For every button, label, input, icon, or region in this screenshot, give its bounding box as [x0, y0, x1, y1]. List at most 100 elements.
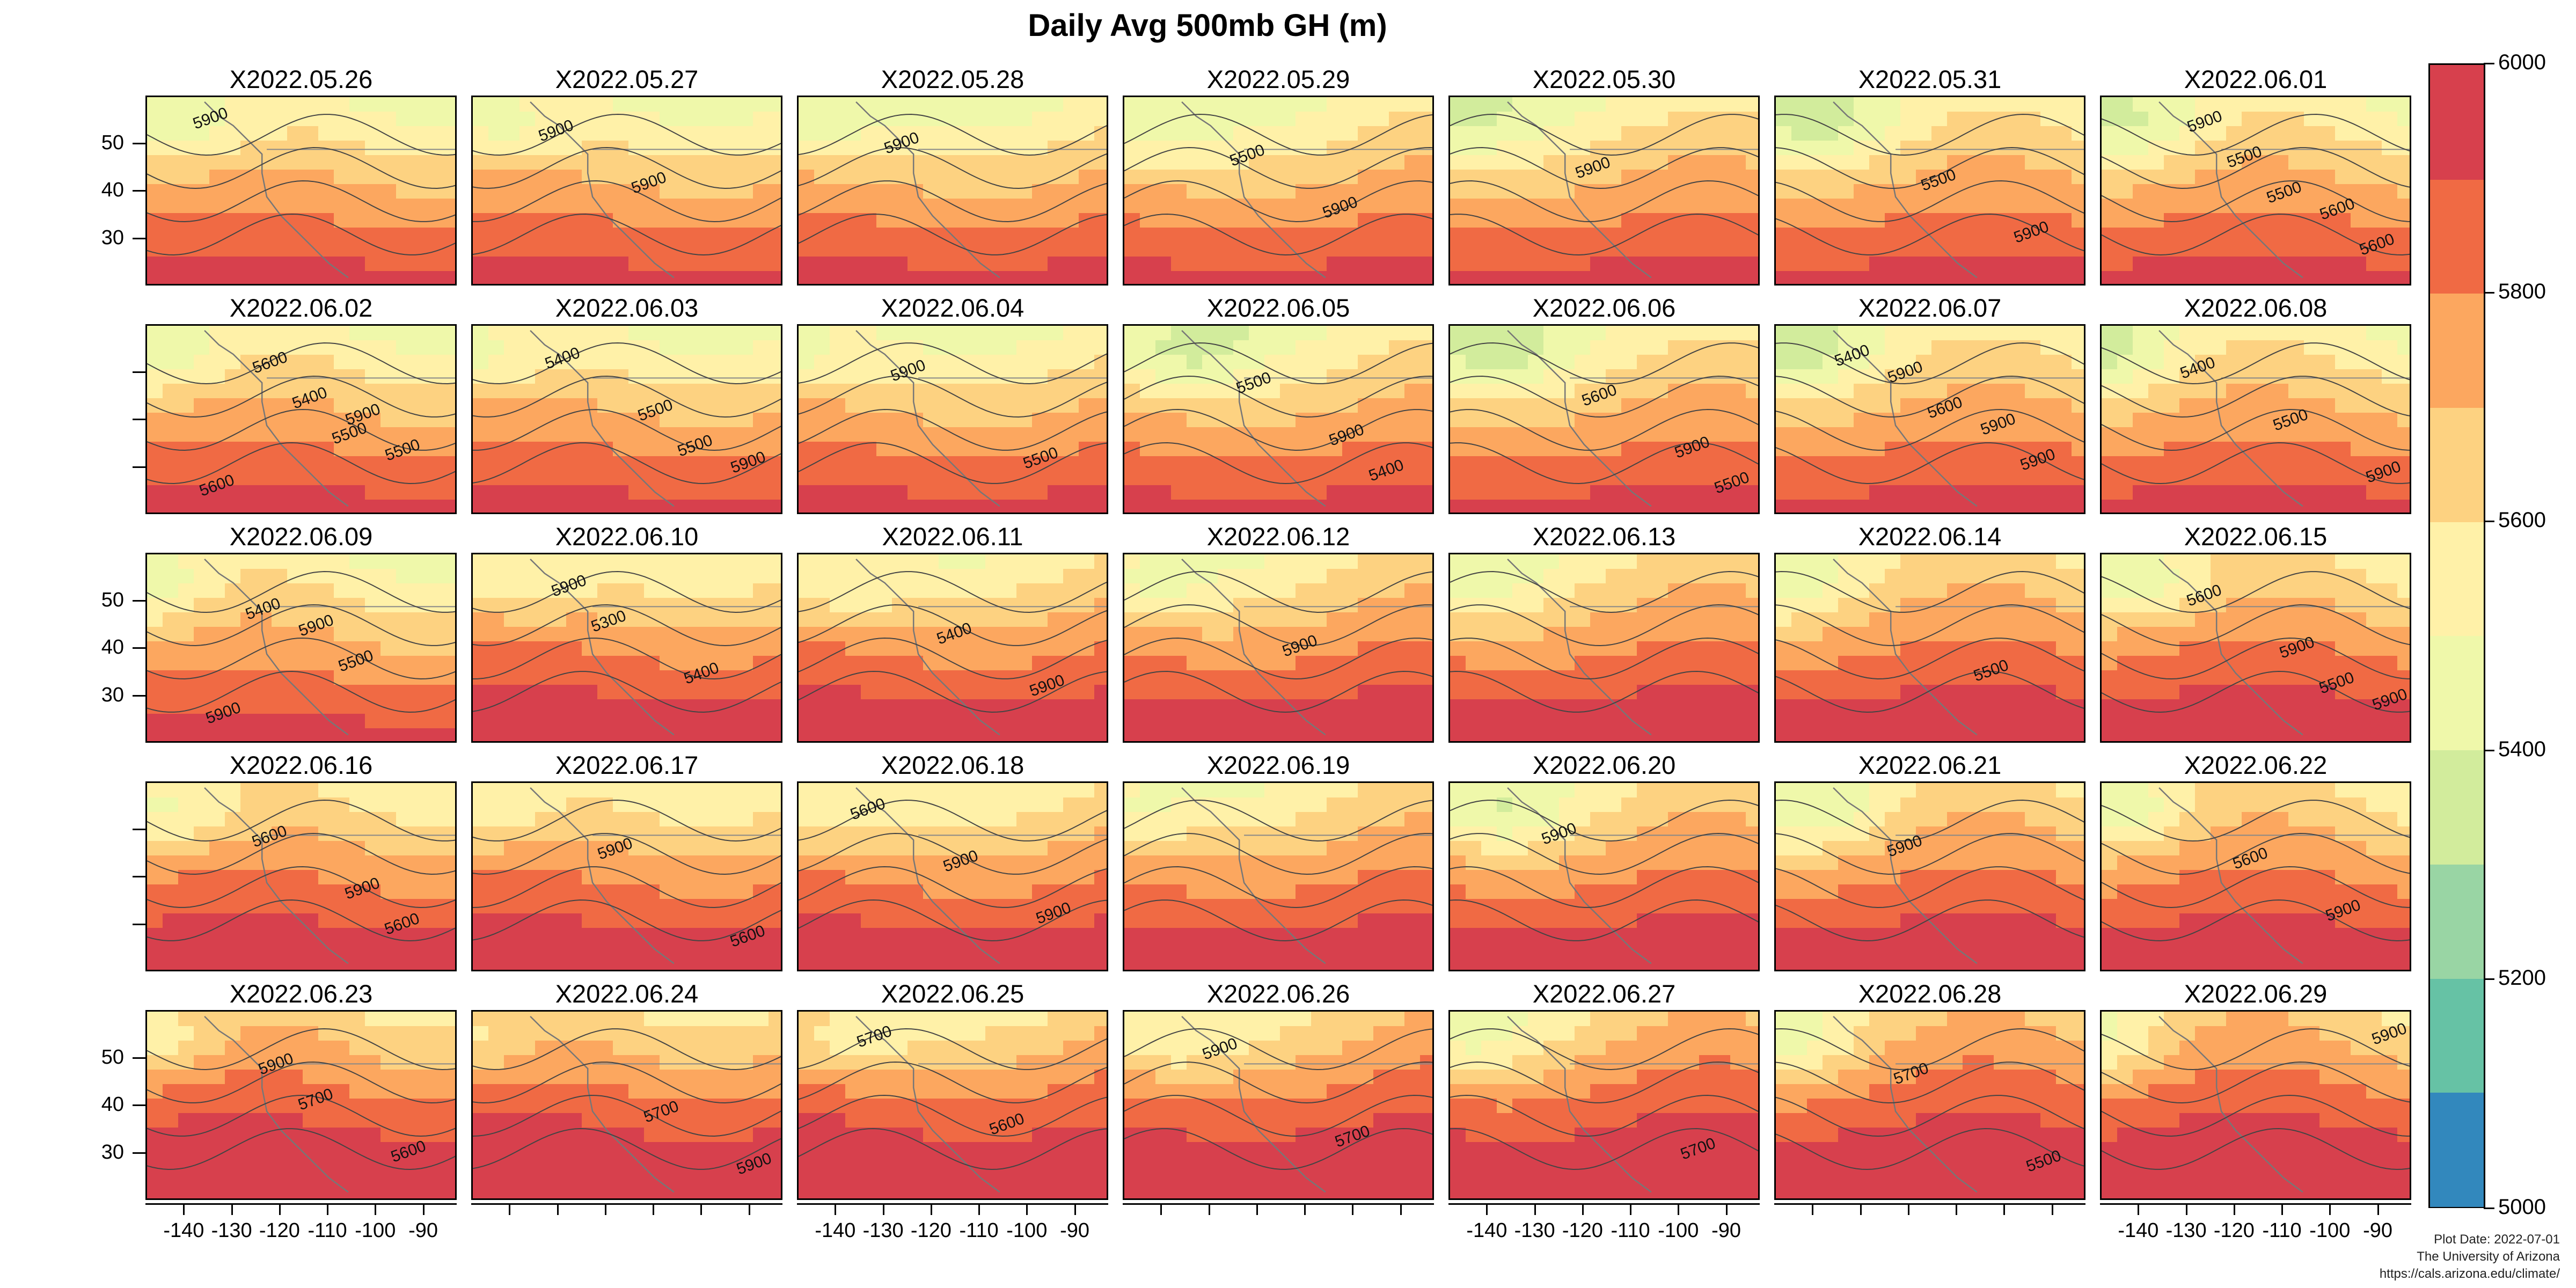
grid-cell — [1171, 500, 1187, 513]
grid-cell — [613, 271, 629, 284]
grid-cell — [2319, 500, 2336, 513]
grid-cell — [2366, 471, 2382, 486]
grid-cell — [2382, 170, 2398, 185]
grid-cell — [1715, 199, 1731, 214]
grid-cell — [287, 598, 303, 613]
grid-cell — [287, 155, 303, 170]
grid-cell — [1823, 184, 1839, 199]
grid-cell — [1791, 427, 1807, 442]
grid-cell — [349, 242, 365, 257]
grid-cell — [2211, 126, 2227, 141]
grid-cell — [1652, 355, 1668, 370]
grid-cell — [830, 685, 846, 700]
grid-cell — [737, 112, 753, 127]
grid-cell — [2382, 340, 2398, 355]
grid-cell — [2211, 471, 2227, 486]
grid-cell — [535, 442, 551, 457]
contour-line — [799, 571, 1107, 613]
grid-cell — [1776, 326, 1792, 341]
grid-cell — [2040, 170, 2057, 185]
grid-cell — [488, 569, 504, 584]
grid-cell — [519, 598, 536, 613]
grid-cell — [923, 257, 939, 272]
grid-cell — [753, 612, 769, 627]
grid-cell — [1296, 126, 1312, 141]
grid-cell — [2211, 355, 2227, 370]
grid-cell — [427, 641, 443, 656]
grid-cell — [1512, 355, 1528, 370]
grid-cell — [2102, 213, 2118, 228]
grid-cell — [287, 583, 303, 598]
grid-cell — [1900, 271, 1916, 284]
grid-cell — [1218, 199, 1234, 214]
grid-cell — [1048, 413, 1064, 428]
grid-cell — [1140, 97, 1156, 112]
grid-cell — [845, 355, 861, 370]
grid-cell — [2335, 213, 2351, 228]
grid-cell — [1715, 456, 1731, 471]
grid-cell — [1543, 257, 1560, 272]
panel-title: X2022.06.12 — [1206, 522, 1350, 551]
grid-cell — [1124, 257, 1140, 272]
grid-cell — [178, 456, 194, 471]
grid-cell — [1543, 456, 1560, 471]
grid-cell — [1155, 199, 1172, 214]
grid-cell — [985, 184, 1001, 199]
grid-cell — [2009, 97, 2025, 112]
grid-cell — [923, 485, 939, 500]
grid-cell — [830, 126, 846, 141]
grid-cell — [1063, 641, 1079, 656]
grid-cell — [1497, 500, 1513, 513]
grid-cell — [613, 398, 629, 413]
grid-cell — [939, 112, 955, 127]
grid-cell — [412, 714, 428, 729]
grid-cell — [473, 569, 489, 584]
grid-cell — [2366, 112, 2382, 127]
grid-cell — [1963, 398, 1979, 413]
grid-cell — [488, 97, 504, 112]
grid-cell — [830, 500, 846, 513]
grid-cell — [769, 413, 781, 428]
grid-cell — [1032, 456, 1048, 471]
grid-cell — [303, 242, 319, 257]
grid-cell — [519, 612, 536, 627]
grid-cell — [939, 627, 955, 642]
grid-cell — [504, 242, 520, 257]
grid-cell — [2257, 369, 2273, 384]
grid-cell — [706, 485, 722, 500]
grid-cell — [396, 355, 412, 370]
grid-cell — [256, 442, 272, 457]
map-panel: 5400 5900 — [797, 553, 1108, 743]
grid-cell — [412, 170, 428, 185]
grid-cell — [504, 583, 520, 598]
grid-cell — [2288, 97, 2304, 112]
grid-cell — [2179, 485, 2196, 500]
grid-cell — [535, 598, 551, 613]
grid-cell — [954, 471, 970, 486]
grid-cell — [1296, 427, 1312, 442]
grid-cell — [473, 485, 489, 500]
grid-cell — [1746, 228, 1758, 243]
grid-cell — [1838, 413, 1854, 428]
grid-cell — [1497, 155, 1513, 170]
grid-cell — [2397, 112, 2410, 127]
grid-cell — [644, 554, 660, 569]
grid-cell — [628, 155, 645, 170]
grid-cell — [892, 554, 908, 569]
grid-cell — [1155, 569, 1172, 584]
grid-cell — [2366, 97, 2382, 112]
grid-cell — [628, 126, 645, 141]
grid-cell — [2133, 340, 2149, 355]
grid-cell — [1032, 340, 1048, 355]
grid-cell — [1869, 485, 1885, 500]
grid-cell — [1978, 355, 1994, 370]
grid-cell — [2257, 199, 2273, 214]
grid-cell — [1140, 485, 1156, 500]
grid-cell — [2257, 242, 2273, 257]
grid-cell — [722, 184, 738, 199]
grid-cell — [303, 155, 319, 170]
panel-title: X2022.06.10 — [555, 522, 699, 551]
grid-cell — [830, 355, 846, 370]
grid-cell — [535, 242, 551, 257]
grid-cell — [566, 554, 582, 569]
